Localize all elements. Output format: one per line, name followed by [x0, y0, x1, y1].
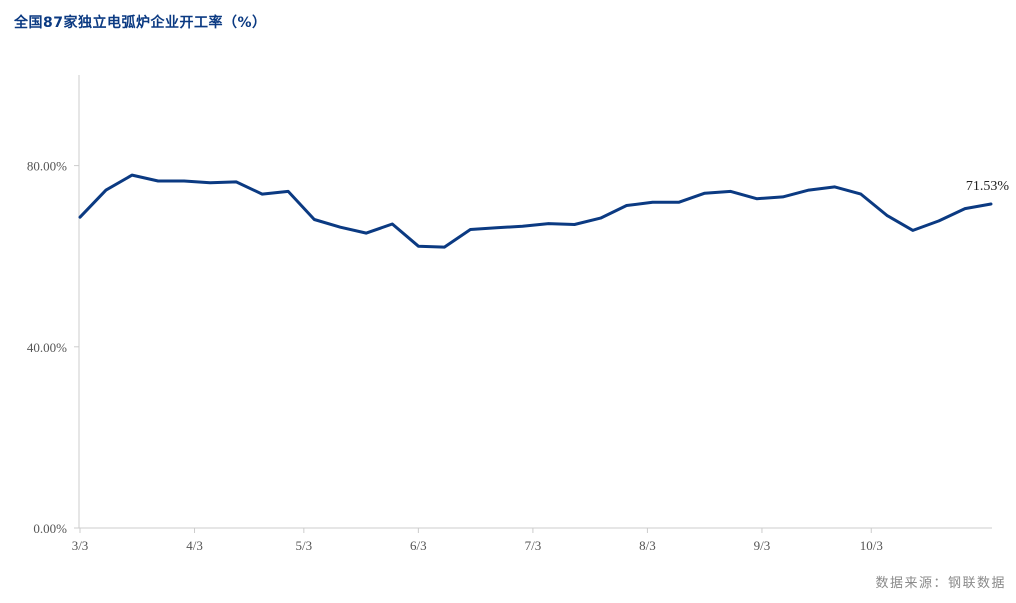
data-point: [78, 216, 82, 219]
data-point: [729, 190, 732, 193]
data-point: [365, 231, 368, 235]
data-point: [937, 219, 941, 223]
data-point: [469, 228, 472, 231]
data-point: [443, 245, 446, 249]
x-tick-label: 8/3: [639, 538, 656, 553]
chart-title: 全国87家独立电弧炉企业开工率（%）: [14, 15, 267, 31]
data-point: [859, 192, 863, 196]
series-line: [78, 173, 993, 249]
data-point: [833, 185, 837, 189]
data-point: [677, 201, 680, 204]
data-point: [156, 179, 160, 183]
data-point: [599, 216, 602, 220]
data-point: [391, 222, 394, 226]
data-point: [625, 204, 628, 207]
data-point: [911, 229, 915, 232]
x-axis-ticks: 3/3 4/3 5/3 6/3 7/3 8/3 9/3 10/3: [72, 528, 883, 553]
data-point: [807, 188, 810, 192]
data-point: [287, 190, 290, 193]
data-point: [781, 195, 784, 199]
x-tick-label: 4/3: [186, 538, 203, 553]
data-point: [339, 226, 342, 229]
data-point: [651, 201, 654, 204]
x-tick-label: 6/3: [410, 538, 427, 553]
data-point: [573, 223, 576, 226]
data-point: [261, 192, 264, 196]
y-tick-label: 80.00%: [27, 159, 67, 174]
data-point: [182, 179, 186, 183]
data-point: [521, 225, 524, 228]
data-point: [547, 222, 550, 225]
source-note: 数据来源：钢联数据: [875, 576, 1006, 591]
x-tick-label: 10/3: [860, 538, 883, 553]
data-point: [963, 207, 967, 210]
x-tick-label: 9/3: [754, 538, 771, 553]
data-point: [885, 214, 889, 217]
data-point: [495, 226, 498, 229]
chart-axes: [78, 75, 992, 529]
data-point: [104, 188, 108, 192]
x-tick-label: 7/3: [525, 538, 542, 553]
y-tick-label: 0.00%: [33, 521, 67, 536]
y-axis-ticks: 0.00% 40.00% 80.00%: [27, 159, 79, 536]
data-point: [208, 181, 212, 185]
data-point: [703, 192, 706, 195]
data-point: [313, 218, 316, 221]
end-value-label: 71.53%: [966, 179, 1010, 194]
x-tick-label: 5/3: [296, 538, 313, 553]
data-point: [755, 197, 758, 200]
data-point: [989, 202, 993, 206]
y-tick-label: 40.00%: [27, 340, 67, 355]
data-point: [417, 245, 420, 248]
data-point: [234, 180, 238, 184]
series-layer: 71.53%: [78, 173, 1010, 249]
data-point: [130, 173, 134, 177]
x-tick-label: 3/3: [72, 538, 89, 553]
